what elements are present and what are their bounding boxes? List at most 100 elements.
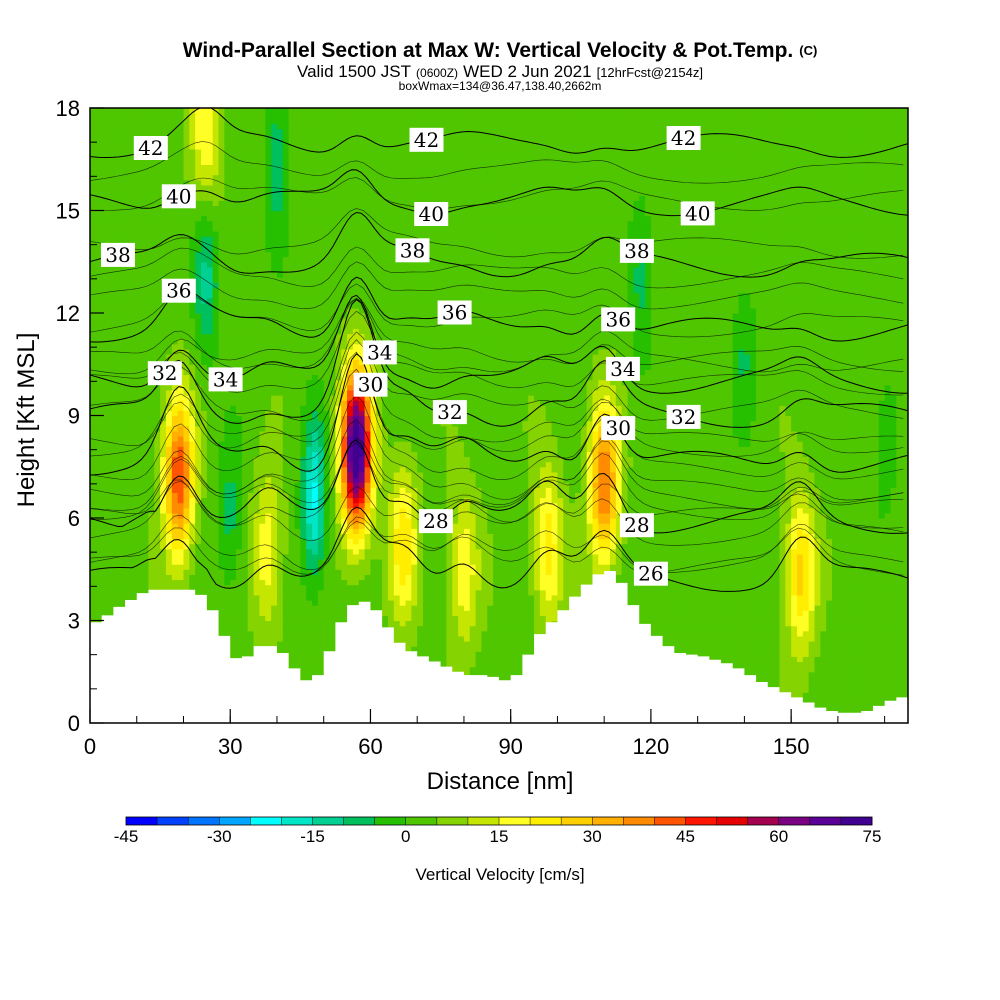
velocity-cell [171,538,179,545]
velocity-cell [148,553,155,560]
velocity-cell [113,538,120,545]
velocity-cell [218,338,225,345]
velocity-cell [95,210,103,217]
velocity-cell [218,128,225,135]
velocity-cell [154,297,161,304]
velocity-cell [323,179,331,186]
velocity-cell [294,574,301,581]
velocity-cell [224,328,231,335]
velocity-cell [236,389,243,396]
velocity-cell [312,210,319,217]
velocity-cell [271,297,278,304]
velocity-cell [271,605,278,611]
velocity-cell [312,313,319,319]
velocity-cell [195,461,202,468]
velocity-cell [201,379,208,386]
velocity-cell [259,200,266,206]
velocity-cell [271,348,278,355]
velocity-cell [300,118,307,124]
velocity-cell [294,477,301,483]
velocity-cell [125,292,132,299]
velocity-cell [294,292,301,299]
velocity-cell [171,149,179,155]
velocity-cell [241,471,249,478]
velocity-cell [136,471,144,478]
velocity-cell [317,277,325,283]
velocity-cell [189,179,196,186]
velocity-cell [177,395,185,401]
velocity-cell [288,266,296,273]
velocity-cell [95,251,103,258]
velocity-cell [142,246,150,253]
velocity-cell [130,348,138,355]
velocity-cell [125,569,132,575]
velocity-cell [119,430,126,437]
velocity-cell [154,277,161,283]
velocity-cell [329,482,336,488]
velocity-cell [101,231,109,237]
velocity-cell [218,328,225,335]
velocity-cell [241,338,249,345]
velocity-cell [259,169,266,176]
velocity-cell [113,579,120,586]
velocity-cell [276,200,284,206]
velocity-cell [236,625,243,632]
velocity-cell [241,282,249,288]
velocity-cell [177,420,185,427]
velocity-cell [312,302,319,309]
velocity-cell [265,502,272,509]
velocity-cell [306,128,313,135]
velocity-cell [236,605,243,611]
velocity-cell [101,364,109,370]
velocity-cell [276,113,284,119]
velocity-cell [312,241,319,247]
velocity-cell [323,384,331,391]
velocity-cell [90,261,97,268]
velocity-cell [294,354,301,360]
velocity-cell [142,559,150,565]
velocity-cell [107,343,114,350]
velocity-cell [276,395,284,401]
velocity-cell [323,410,331,417]
velocity-cell [101,297,109,304]
velocity-cell [224,512,231,519]
velocity-cell [265,446,272,452]
velocity-cell [206,420,214,427]
velocity-cell [95,364,103,370]
velocity-cell [154,579,161,586]
velocity-cell [276,446,284,452]
velocity-cell [300,661,307,668]
velocity-cell [271,564,278,570]
velocity-cell [271,559,278,565]
velocity-cell [107,523,114,529]
velocity-cell [294,231,301,237]
velocity-cell [154,523,161,529]
velocity-cell [113,318,120,324]
velocity-cell [294,661,301,668]
velocity-cell [317,215,325,222]
velocity-cell [253,236,261,242]
velocity-cell [323,507,331,514]
velocity-cell [271,482,278,488]
velocity-cell [288,564,296,570]
velocity-cell [201,518,208,524]
velocity-cell [212,323,220,329]
velocity-cell [300,477,307,483]
velocity-cell [306,625,313,632]
velocity-cell [125,225,132,232]
velocity-cell [101,569,109,575]
velocity-cell [212,251,220,258]
velocity-cell [253,523,261,529]
velocity-cell [130,220,138,227]
velocity-cell [130,287,138,294]
velocity-cell [206,456,214,463]
velocity-cell [294,128,301,135]
velocity-cell [306,133,313,140]
velocity-cell [101,446,109,452]
velocity-cell [224,164,231,171]
velocity-cell [323,646,331,652]
velocity-cell [189,400,196,406]
velocity-cell [230,400,237,406]
velocity-cell [312,548,319,555]
velocity-cell [90,210,97,217]
